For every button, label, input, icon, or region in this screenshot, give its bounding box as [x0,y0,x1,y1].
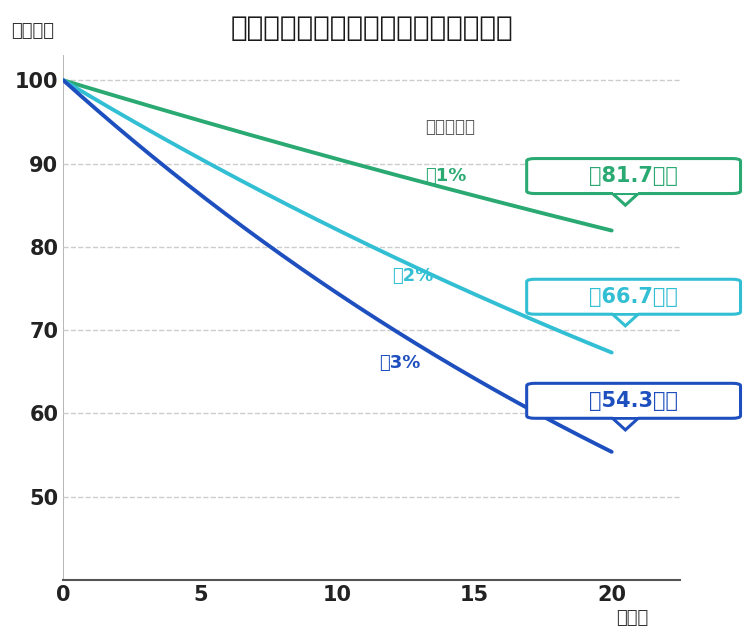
Text: 年2%: 年2% [392,267,434,285]
Title: インフレにより現金価値は目減りする: インフレにより現金価値は目減りする [231,14,513,42]
Text: 約54.3万円: 約54.3万円 [589,391,678,411]
FancyBboxPatch shape [526,279,740,314]
Polygon shape [613,312,638,313]
Text: 約81.7万円: 約81.7万円 [589,166,678,186]
Polygon shape [613,416,638,417]
Text: 年1%: 年1% [425,167,466,185]
Text: 約66.7万円: 約66.7万円 [589,287,678,307]
FancyBboxPatch shape [526,383,740,419]
Polygon shape [613,192,638,193]
Text: （年）: （年） [616,609,648,627]
Text: （万円）: （万円） [11,22,54,40]
FancyBboxPatch shape [526,158,740,194]
Text: インフレ率: インフレ率 [425,118,475,136]
Polygon shape [611,193,639,205]
Polygon shape [611,313,639,326]
Polygon shape [611,417,639,430]
Text: 年3%: 年3% [379,355,420,373]
